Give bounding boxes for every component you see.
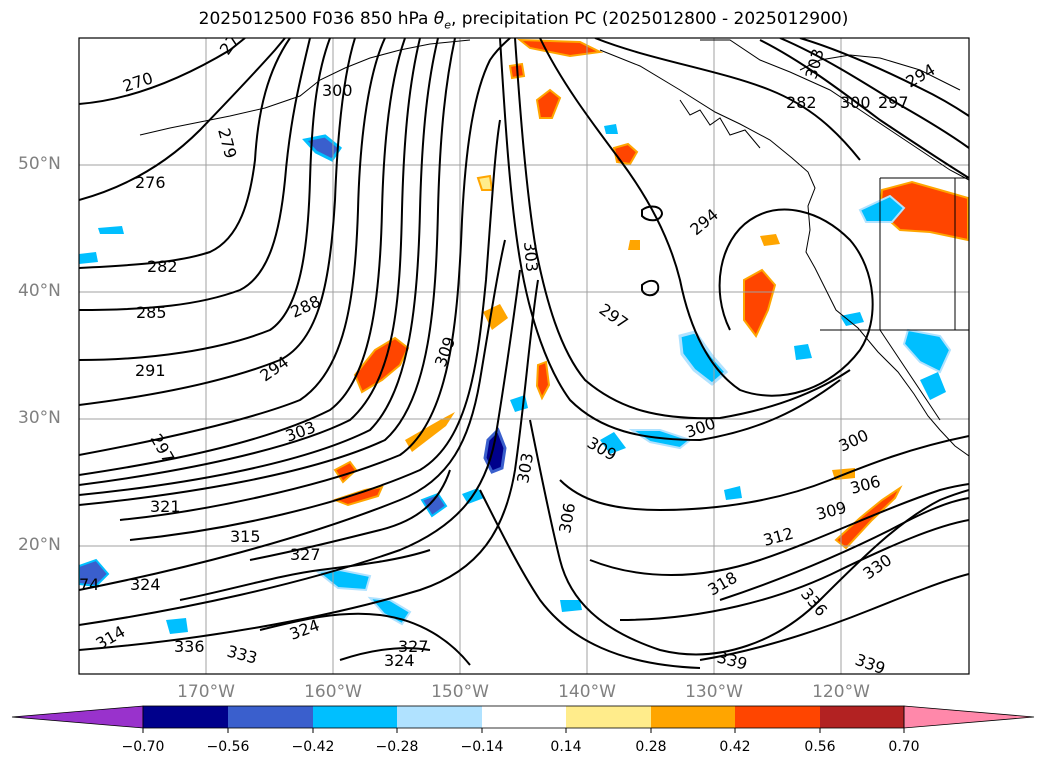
colorbar bbox=[11, 705, 1035, 733]
lat-label: 50°N bbox=[18, 154, 61, 174]
contour-label: 336 bbox=[174, 637, 205, 656]
colorbar-tick-label: 0.28 bbox=[635, 739, 667, 755]
colorbar-tick-label: −0.56 bbox=[206, 739, 250, 755]
graticule bbox=[79, 38, 969, 674]
contour-label: 321 bbox=[150, 497, 181, 516]
lon-label: 120°W bbox=[812, 682, 870, 702]
contour-label: 324 bbox=[384, 651, 415, 670]
colorbar-tick-label: 0.70 bbox=[888, 739, 920, 755]
lon-label: 170°W bbox=[177, 682, 235, 702]
contour-label: 300 bbox=[322, 81, 353, 100]
colorbar-swatch bbox=[820, 706, 904, 728]
colorbar-low-extend bbox=[11, 705, 144, 729]
theta-e-contours bbox=[79, 38, 969, 669]
contour-label: 276 bbox=[135, 173, 166, 192]
lat-label: 30°N bbox=[18, 408, 61, 428]
contour-label: 291 bbox=[135, 361, 166, 380]
coastlines bbox=[139, 39, 969, 457]
colorbar-swatch bbox=[482, 706, 566, 728]
lon-label: 140°W bbox=[558, 682, 616, 702]
contour-label: 297 bbox=[878, 93, 909, 112]
lat-label: 20°N bbox=[18, 535, 61, 555]
colorbar-tick-label: 0.14 bbox=[550, 739, 582, 755]
colorbar-tick-label: −0.70 bbox=[121, 739, 165, 755]
colorbar-swatch bbox=[735, 706, 820, 728]
lon-label: 160°W bbox=[304, 682, 362, 702]
colorbar-tick-label: 0.42 bbox=[719, 739, 751, 755]
contour-label: 324 bbox=[130, 575, 161, 594]
map-frame bbox=[78, 37, 970, 675]
contour-label: 300 bbox=[840, 93, 871, 112]
map-panel: 270 276 279 282 285 288 291 294 294 297 … bbox=[79, 38, 969, 674]
contour-label: 74 bbox=[79, 575, 99, 594]
lat-label: 40°N bbox=[18, 281, 61, 301]
colorbar-tick-label: −0.14 bbox=[460, 739, 504, 755]
colorbar-swatch bbox=[313, 706, 397, 728]
colorbar-swatch bbox=[651, 706, 735, 728]
contour-label: 327 bbox=[398, 637, 429, 656]
contour-label: 303 bbox=[520, 241, 542, 273]
colorbar-swatch bbox=[228, 706, 313, 728]
colorbar-tick-label: −0.42 bbox=[291, 739, 335, 755]
contour-label: 282 bbox=[786, 93, 817, 112]
colorbar-tick-label: −0.28 bbox=[375, 739, 419, 755]
contour-label: 282 bbox=[147, 257, 178, 276]
contour-label: 285 bbox=[136, 303, 167, 322]
lon-label: 150°W bbox=[431, 682, 489, 702]
map-title: 2025012500 F036 850 hPa θe, precipitatio… bbox=[198, 9, 849, 32]
colorbar-tick-label: 0.56 bbox=[804, 739, 836, 755]
colorbar-swatch bbox=[143, 706, 228, 728]
lon-label: 130°W bbox=[685, 682, 743, 702]
colorbar-swatch bbox=[397, 706, 482, 728]
contour-label: 327 bbox=[290, 545, 321, 564]
contour-label: 315 bbox=[230, 527, 261, 546]
colorbar-high-extend bbox=[903, 705, 1035, 729]
colorbar-swatch bbox=[566, 706, 651, 728]
